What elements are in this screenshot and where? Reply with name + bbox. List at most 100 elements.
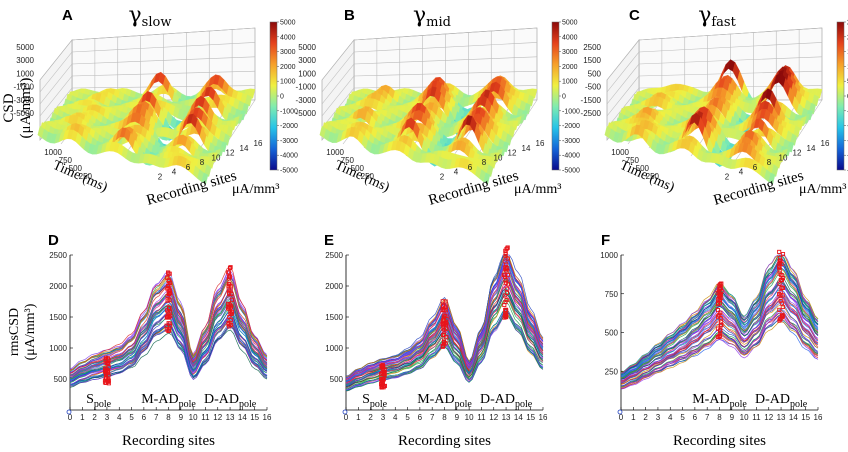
peak-marker (106, 358, 111, 363)
rms-trace (621, 292, 819, 382)
peak-marker (503, 280, 508, 285)
peak-marker (165, 298, 170, 303)
peak-marker (504, 297, 509, 303)
x-tick-label: 2 (368, 413, 373, 422)
peak-marker (227, 291, 232, 296)
z-tick-label: -1000 (296, 83, 317, 92)
peak-marker (778, 258, 783, 263)
z-axis-label: CSD (1, 93, 17, 122)
x-tick-label: 4 (393, 413, 398, 422)
peak-marker (229, 297, 234, 302)
x-tick-label: 16 (539, 413, 548, 422)
x-tick-label: 11 (201, 413, 210, 422)
peak-marker (503, 278, 508, 283)
colorbar-tick-label: 1000 (562, 79, 578, 86)
surface-patch (489, 156, 497, 169)
peak-marker (226, 304, 231, 310)
colorbar-tick-label: -3000 (280, 138, 298, 145)
panel-title-B-sub: mid (426, 15, 451, 30)
x-tick-label: 0 (619, 413, 624, 422)
peak-marker (718, 286, 723, 291)
x-tick-label: 8 (442, 413, 447, 422)
region-label-s-sub: pole (94, 399, 112, 410)
peak-marker (777, 268, 782, 273)
time-tick-label: 500 (351, 164, 365, 173)
peak-marker (167, 288, 172, 293)
grid-line (606, 39, 640, 81)
y-tick-label: 2500 (325, 251, 343, 260)
peak-marker (442, 313, 447, 318)
peak-marker (442, 342, 447, 347)
origin-marker (617, 409, 623, 415)
peak-marker (226, 287, 231, 292)
z-tick-label: -3000 (296, 96, 317, 105)
peak-marker (104, 371, 109, 376)
peak-marker (503, 259, 508, 264)
x-tick-label: 10 (740, 413, 749, 422)
y-tick-label: 1500 (49, 313, 67, 322)
y-tick-label: 250 (605, 367, 619, 376)
peak-marker (166, 306, 171, 311)
peak-marker (382, 372, 387, 377)
x-tick-label: 13 (777, 413, 786, 422)
site-tick-label: 8 (200, 158, 205, 167)
z-tick-label: 1000 (16, 69, 34, 78)
peak-marker (442, 305, 447, 310)
panel-label-E: E (324, 232, 334, 249)
peak-marker (718, 310, 723, 315)
time-tick-label: 750 (341, 156, 355, 165)
peak-marker (777, 307, 782, 312)
peak-marker (780, 314, 785, 319)
peak-marker (164, 323, 169, 328)
rms-trace (346, 254, 544, 378)
site-tick-label: 14 (807, 144, 816, 153)
peak-marker (167, 310, 172, 315)
y-axis-unit: (μA/mm³) (23, 303, 38, 360)
peak-marker (502, 272, 507, 278)
colorbar-tick-label: 4000 (562, 34, 578, 41)
surface-patch (811, 94, 820, 107)
x-tick-label: 9 (179, 413, 184, 422)
peak-marker (228, 310, 233, 315)
y-tick-label: 500 (605, 329, 619, 338)
peak-marker (779, 285, 784, 290)
surface-patch (526, 94, 535, 107)
panel-title-C-main: γ (698, 3, 711, 28)
surface-patch (483, 172, 491, 185)
z-tick-label: 500 (588, 69, 602, 78)
time-tick-label: 1000 (44, 148, 62, 157)
surface-patch (771, 164, 779, 178)
panel-label-C: C (629, 7, 640, 24)
peak-marker (165, 293, 170, 299)
peak-marker (502, 315, 507, 320)
x-tick-label: 2 (92, 413, 97, 422)
peak-marker (502, 293, 507, 298)
x-tick-label: 3 (656, 413, 661, 422)
panel-title-A: γslow (129, 3, 172, 30)
peak-marker (504, 286, 509, 291)
peak-marker (380, 377, 385, 382)
region-label-s-sub: pole (370, 399, 388, 410)
grid-line (321, 87, 355, 129)
site-tick-label: 12 (508, 149, 517, 158)
peak-marker (715, 301, 720, 306)
grid-line (39, 87, 73, 129)
peak-marker (715, 335, 721, 340)
surface-patch (508, 125, 516, 138)
x-tick-label: 6 (418, 413, 423, 422)
x-tick-label: 3 (105, 413, 110, 422)
y-tick-label: 1500 (325, 313, 343, 322)
peak-marker (779, 278, 784, 283)
x-tick-label: 5 (129, 413, 134, 422)
site-tick-label: 6 (186, 163, 191, 172)
panel-title-A-sub: slow (142, 15, 172, 30)
colorbar-tick-label: 5000 (280, 20, 296, 27)
x-axis-label: Recording sites (398, 433, 491, 449)
peak-marker (166, 278, 171, 284)
region-label-mad: M-ADpole (692, 392, 747, 410)
z-tick-label: -1000 (14, 83, 35, 92)
peak-marker (380, 363, 385, 368)
peak-marker (441, 317, 447, 322)
